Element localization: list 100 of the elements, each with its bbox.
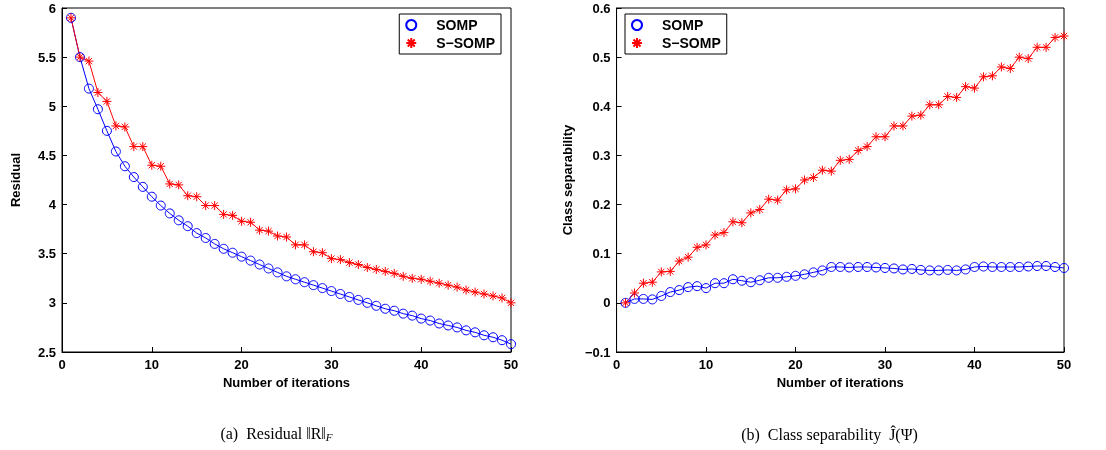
point [344,257,355,268]
point [862,141,873,152]
point [182,190,193,201]
point [137,181,148,192]
y-tick-label: 3 [48,295,56,311]
point [862,261,873,272]
point [674,256,685,267]
point [254,259,265,270]
point [362,262,373,273]
point [835,155,846,166]
point [656,290,667,301]
point [173,215,184,226]
y-tick-label: −0.1 [584,344,611,360]
y-tick-label: 6 [48,0,56,16]
point [83,56,94,67]
point [263,226,274,237]
y-tick-label: 0.5 [592,49,611,65]
y-tick-label: 0.4 [592,98,612,114]
point [218,209,229,220]
point [665,266,676,277]
point [969,261,980,272]
point [317,247,328,258]
legend-label: S−SOMP [662,35,721,51]
point [1023,53,1034,64]
point [398,271,409,282]
point [425,276,436,287]
point [371,300,382,311]
point [692,281,703,292]
point [245,255,256,266]
point [924,265,935,276]
point [647,294,658,305]
point [317,283,328,294]
point [254,225,265,236]
point [263,263,274,274]
point [853,145,864,156]
point [488,290,499,301]
point [692,242,703,253]
point [826,261,837,272]
legend-label: SOMP [662,17,704,33]
point [200,232,211,243]
point [978,261,989,272]
text: (b) Class separability Ĵ(Ψ) [741,424,918,444]
point [470,287,481,298]
point [371,264,382,275]
point [835,261,846,272]
point [683,252,694,263]
point [191,191,202,202]
point [897,120,908,131]
text: (a) Residual ‖R‖F [220,425,333,443]
point [772,195,783,206]
point [924,99,935,110]
point [772,272,783,283]
y-tick-label: 0.2 [592,197,611,213]
point [407,310,418,321]
point [200,200,211,211]
point [718,278,729,289]
point [146,160,157,171]
point [996,61,1007,72]
point [683,282,694,293]
point [479,330,490,341]
point [1014,52,1025,63]
point [701,283,712,294]
point [272,267,283,278]
point [110,146,121,157]
point [754,204,765,215]
y-tick-label: 0 [603,295,611,311]
y-tick-label: 0.1 [592,246,611,262]
point [353,294,364,305]
point [1032,42,1043,53]
point [933,265,944,276]
point [880,131,891,142]
point [470,327,481,338]
point [701,239,712,250]
x-tick-label: 20 [788,357,803,372]
point [281,271,292,282]
point [209,200,220,211]
point [326,253,337,264]
point [960,264,971,275]
point [710,230,720,241]
point [362,297,373,308]
point [416,313,427,324]
point [443,320,454,331]
point [674,285,685,296]
point [1050,261,1061,272]
point [629,293,640,304]
point [790,183,801,194]
point [853,261,864,272]
point [656,266,667,277]
point [996,261,1007,272]
point [164,178,175,189]
x-tick-label: 30 [324,357,339,372]
point [880,262,891,273]
point [915,264,926,275]
x-tick-label: 40 [967,357,982,372]
point [434,318,445,329]
point [146,191,157,202]
point [389,305,400,316]
point [736,217,747,228]
point [638,278,649,289]
point [1041,261,1052,271]
